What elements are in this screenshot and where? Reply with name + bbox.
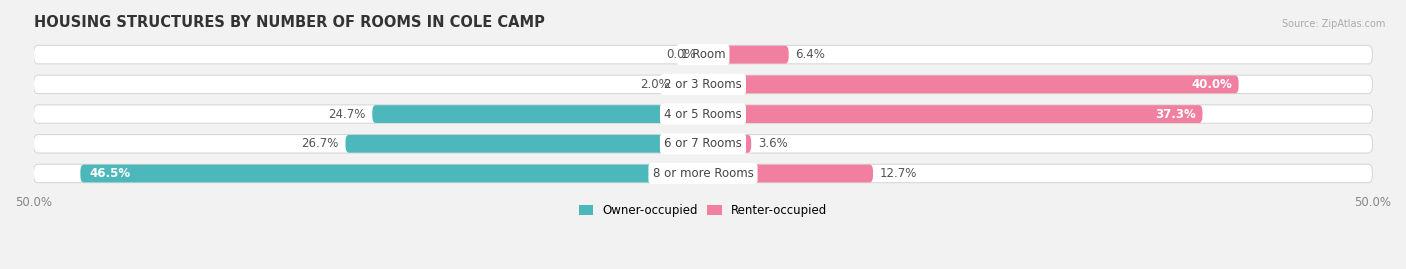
FancyBboxPatch shape <box>34 45 1372 64</box>
Text: 8 or more Rooms: 8 or more Rooms <box>652 167 754 180</box>
Text: 40.0%: 40.0% <box>1191 78 1232 91</box>
FancyBboxPatch shape <box>34 164 1372 183</box>
FancyBboxPatch shape <box>34 105 1372 123</box>
Text: 6.4%: 6.4% <box>796 48 825 61</box>
Text: 3.6%: 3.6% <box>758 137 787 150</box>
Text: 37.3%: 37.3% <box>1154 108 1195 121</box>
FancyBboxPatch shape <box>703 135 751 153</box>
FancyBboxPatch shape <box>703 165 873 182</box>
FancyBboxPatch shape <box>703 46 789 63</box>
Text: 26.7%: 26.7% <box>301 137 339 150</box>
FancyBboxPatch shape <box>373 105 703 123</box>
FancyBboxPatch shape <box>703 105 1202 123</box>
FancyBboxPatch shape <box>676 75 703 93</box>
Text: 4 or 5 Rooms: 4 or 5 Rooms <box>664 108 742 121</box>
Text: 2 or 3 Rooms: 2 or 3 Rooms <box>664 78 742 91</box>
Text: 1 Room: 1 Room <box>681 48 725 61</box>
Legend: Owner-occupied, Renter-occupied: Owner-occupied, Renter-occupied <box>574 199 832 222</box>
FancyBboxPatch shape <box>703 75 1239 93</box>
FancyBboxPatch shape <box>34 75 1372 94</box>
Text: HOUSING STRUCTURES BY NUMBER OF ROOMS IN COLE CAMP: HOUSING STRUCTURES BY NUMBER OF ROOMS IN… <box>34 15 544 30</box>
FancyBboxPatch shape <box>80 165 703 182</box>
FancyBboxPatch shape <box>346 135 703 153</box>
Text: 46.5%: 46.5% <box>90 167 131 180</box>
Text: 24.7%: 24.7% <box>328 108 366 121</box>
Text: 12.7%: 12.7% <box>880 167 917 180</box>
FancyBboxPatch shape <box>34 134 1372 153</box>
Text: 0.0%: 0.0% <box>666 48 696 61</box>
Text: Source: ZipAtlas.com: Source: ZipAtlas.com <box>1281 19 1385 29</box>
Text: 6 or 7 Rooms: 6 or 7 Rooms <box>664 137 742 150</box>
Text: 2.0%: 2.0% <box>640 78 669 91</box>
